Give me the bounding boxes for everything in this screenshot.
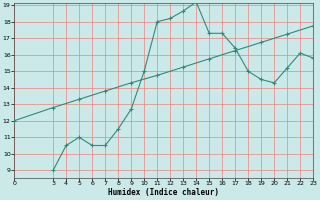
X-axis label: Humidex (Indice chaleur): Humidex (Indice chaleur): [108, 188, 219, 197]
